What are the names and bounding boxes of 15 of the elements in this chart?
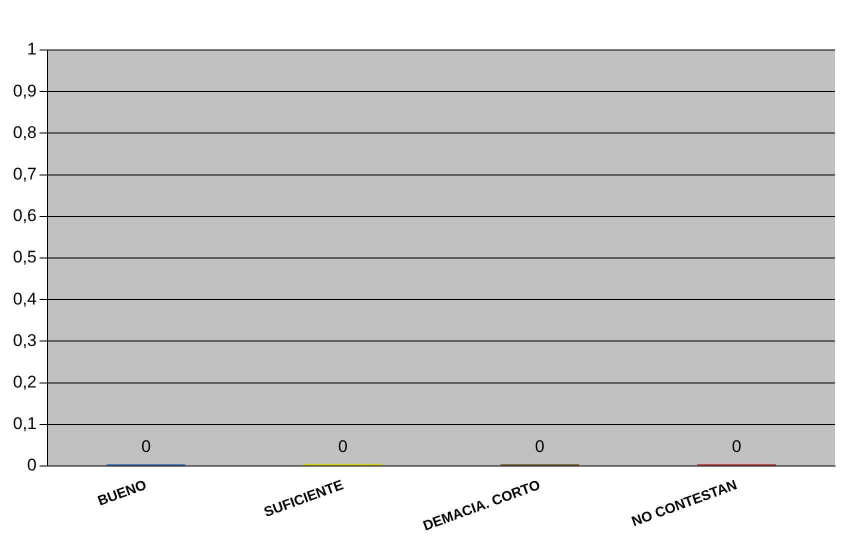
data-label: 0 xyxy=(732,437,742,456)
y-tick-label: 0,3 xyxy=(12,330,37,350)
y-tick-label: 0,7 xyxy=(12,164,37,184)
y-tick-label: 0,1 xyxy=(12,414,37,434)
y-tick-label: 0,6 xyxy=(12,206,37,226)
y-tick-label: 0,5 xyxy=(12,248,37,267)
y-tick-label: 0,4 xyxy=(12,289,37,308)
data-label: 0 xyxy=(141,437,151,456)
y-tick-label: 0,9 xyxy=(12,81,37,100)
y-tick-label: 0,2 xyxy=(12,372,37,392)
data-label: 0 xyxy=(535,437,544,456)
y-tick-label: 0,8 xyxy=(12,122,37,142)
data-label: 0 xyxy=(338,437,348,456)
y-tick-label: 1 xyxy=(27,40,37,59)
y-tick-label: 0 xyxy=(27,456,37,475)
